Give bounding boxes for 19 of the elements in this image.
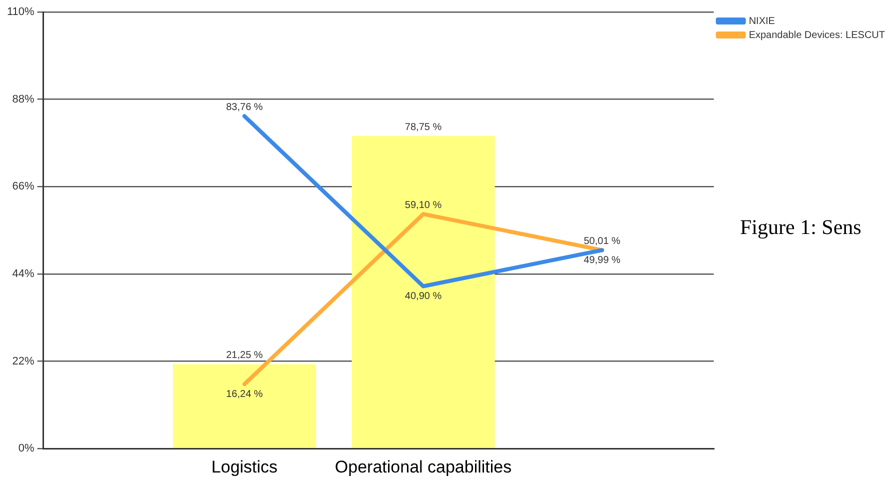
data-label: 40,90 % — [404, 291, 442, 302]
x-tick-label: Operational capabilities — [334, 457, 512, 476]
y-tick-label: 0% — [18, 442, 35, 455]
y-tick-label: 88% — [12, 93, 35, 106]
data-label: 49,99 % — [584, 254, 621, 266]
y-tick-label: 44% — [12, 268, 35, 280]
legend-label: NIXIE — [748, 16, 776, 27]
caption: Figure 1: Sens — [740, 215, 862, 240]
data-label: 59,10 % — [404, 200, 442, 211]
y-tick-label: 22% — [12, 355, 35, 368]
data-label: 83,76 % — [226, 102, 263, 113]
y-tick-label: 110% — [6, 6, 35, 18]
data-label: 16,24 % — [226, 388, 263, 400]
legend-label: Expandable Devices: LESCUT — [748, 30, 886, 41]
data-label: 50,01 % — [584, 236, 621, 247]
data-label: 78,75 % — [404, 122, 442, 133]
data-label: 21,25 % — [226, 350, 263, 362]
x-tick-label: Logistics — [211, 457, 278, 476]
y-tick-label: 66% — [12, 180, 35, 193]
